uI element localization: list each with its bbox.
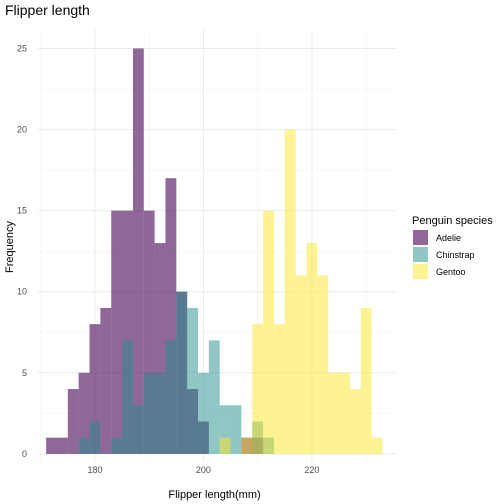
histogram-bar-gentoo bbox=[273, 324, 285, 454]
legend-label-chinstrap: Chinstrap bbox=[436, 250, 475, 260]
histogram-bar-adelie bbox=[122, 210, 133, 454]
histogram-bar-chinstrap bbox=[165, 340, 177, 454]
histogram-bar-adelie bbox=[78, 372, 90, 454]
histogram-bar-chinstrap bbox=[198, 372, 209, 454]
histogram-bar-adelie bbox=[143, 210, 155, 454]
series-gentoo bbox=[219, 129, 383, 454]
tick-labels: 180 200 220 0 5 10 15 20 25 bbox=[17, 43, 319, 475]
histogram-bar-chinstrap bbox=[143, 372, 155, 454]
histogram-bar-chinstrap bbox=[78, 437, 90, 454]
histogram-bar-gentoo bbox=[349, 389, 361, 454]
y-tick-label: 0 bbox=[22, 449, 27, 459]
legend-title: Penguin species bbox=[412, 215, 493, 227]
histogram-bar-gentoo bbox=[317, 275, 329, 454]
x-tick-label: 200 bbox=[196, 465, 211, 475]
histogram-bar-adelie bbox=[165, 178, 177, 454]
histogram-bar-chinstrap bbox=[219, 405, 231, 454]
histogram-bar-adelie bbox=[154, 243, 166, 454]
histogram-bar-chinstrap bbox=[132, 405, 144, 454]
y-tick-label: 10 bbox=[17, 287, 27, 297]
histogram-bar-gentoo bbox=[371, 437, 383, 454]
bars bbox=[46, 48, 383, 454]
histogram-bar-chinstrap bbox=[230, 405, 242, 454]
x-tick-label: 220 bbox=[304, 465, 319, 475]
legend: Penguin species Adelie Chinstrap Gentoo bbox=[412, 215, 493, 280]
histogram-bar-chinstrap bbox=[187, 307, 199, 454]
histogram-bar-gentoo bbox=[284, 129, 296, 454]
y-tick-label: 25 bbox=[17, 43, 27, 53]
histogram-bar-gentoo bbox=[295, 275, 307, 454]
legend-label-adelie: Adelie bbox=[436, 233, 461, 243]
legend-swatch-chinstrap bbox=[413, 247, 428, 262]
y-tick-label: 5 bbox=[22, 368, 27, 378]
y-tick-label: 20 bbox=[17, 125, 27, 135]
histogram-bar-gentoo bbox=[306, 243, 318, 454]
histogram-bar-gentoo bbox=[241, 437, 253, 454]
histogram-bar-adelie bbox=[89, 324, 101, 454]
histogram-bar-adelie bbox=[100, 307, 112, 454]
x-axis-title: Flipper length(mm) bbox=[168, 489, 260, 501]
legend-label-gentoo: Gentoo bbox=[436, 267, 466, 277]
histogram-bar-chinstrap bbox=[111, 437, 123, 454]
histogram-bar-gentoo bbox=[252, 324, 264, 454]
y-axis-title: Frequency bbox=[4, 221, 16, 273]
histogram-bar-adelie bbox=[67, 389, 79, 454]
y-tick-label: 15 bbox=[17, 206, 27, 216]
legend-swatch-adelie bbox=[413, 230, 428, 245]
histogram-bar-chinstrap bbox=[122, 340, 133, 454]
histogram-bar-gentoo bbox=[360, 307, 372, 454]
histogram-bar-gentoo bbox=[328, 372, 340, 454]
histogram-bar-gentoo bbox=[339, 372, 350, 454]
histogram-bar-adelie bbox=[111, 210, 123, 454]
histogram-bar-chinstrap bbox=[176, 291, 188, 454]
histogram-bar-adelie bbox=[56, 437, 68, 454]
chart-title: Flipper length bbox=[5, 2, 90, 18]
histogram-bar-chinstrap bbox=[154, 372, 166, 454]
histogram-bar-chinstrap bbox=[89, 421, 101, 454]
histogram-bar-chinstrap bbox=[208, 340, 220, 454]
histogram-bar-gentoo bbox=[219, 437, 231, 454]
histogram-bar-adelie bbox=[46, 437, 57, 454]
histogram-bar-adelie bbox=[132, 48, 144, 454]
x-tick-label: 180 bbox=[87, 465, 102, 475]
histogram-bar-gentoo bbox=[263, 210, 274, 454]
legend-swatch-gentoo bbox=[413, 264, 428, 279]
